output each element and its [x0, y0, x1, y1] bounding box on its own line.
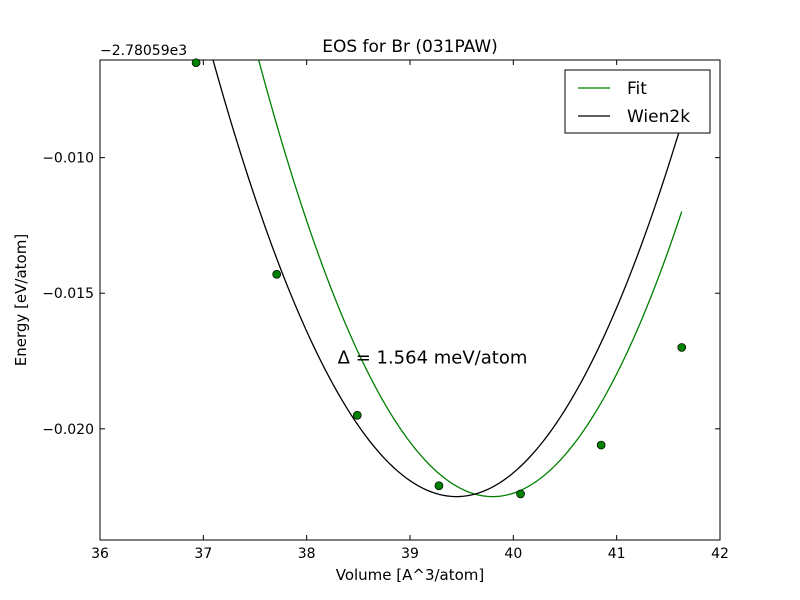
- chart-title: EOS for Br (031PAW): [322, 37, 498, 57]
- data-point: [272, 269, 282, 279]
- markers-layer: [191, 58, 687, 499]
- legend-box: [564, 69, 711, 134]
- x-tick-label: 42: [711, 546, 729, 562]
- data-point: [677, 343, 687, 352]
- data-point: [191, 58, 201, 68]
- y-tick-label: −0.020: [42, 422, 94, 438]
- y-axis-offset-label: −2.78059e3: [100, 43, 187, 59]
- x-tick-label: 39: [401, 546, 419, 562]
- y-tick-label: −0.015: [42, 286, 94, 302]
- data-point: [596, 440, 606, 450]
- plot-area: 36 37 38 39 40 41 42 −0.010 −0.015 −0.020: [42, 58, 729, 562]
- data-point: [434, 481, 444, 491]
- data-point: [516, 489, 525, 499]
- ticks-layer: 36 37 38 39 40 41 42 −0.010 −0.015 −0.020: [42, 60, 729, 562]
- y-axis-label: Energy [eV/atom]: [12, 234, 30, 366]
- x-tick-label: 37: [194, 546, 212, 562]
- legend-label-wien2k: Wien2k: [627, 107, 690, 127]
- delta-annotation: Δ = 1.564 meV/atom: [338, 348, 528, 369]
- series-line-wien2k: [212, 60, 683, 498]
- x-axis-label: Volume [A^3/atom]: [336, 566, 485, 584]
- y-tick-label: −0.010: [42, 151, 94, 167]
- series-layer: [212, 60, 683, 498]
- x-tick-label: 38: [298, 546, 316, 562]
- x-tick-label: 36: [91, 546, 109, 562]
- x-tick-label: 41: [608, 546, 626, 562]
- x-tick-label: 40: [504, 546, 522, 562]
- series-line-fit: [258, 60, 683, 498]
- data-point: [352, 410, 362, 420]
- legend: Fit Wien2k: [564, 69, 711, 134]
- legend-label-fit: Fit: [627, 79, 647, 99]
